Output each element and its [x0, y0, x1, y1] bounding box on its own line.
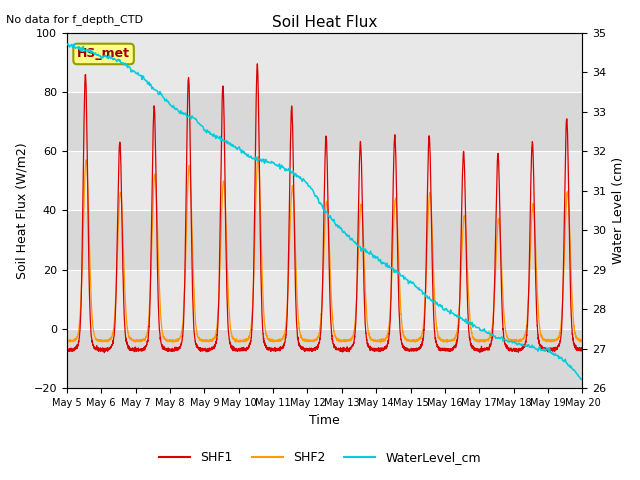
Legend: SHF1, SHF2, WaterLevel_cm: SHF1, SHF2, WaterLevel_cm	[154, 446, 486, 469]
Y-axis label: Soil Heat Flux (W/m2): Soil Heat Flux (W/m2)	[15, 142, 28, 279]
X-axis label: Time: Time	[309, 414, 340, 427]
Text: HS_met: HS_met	[77, 48, 130, 60]
Bar	[67, 33, 582, 92]
Bar	[67, 92, 582, 151]
Bar	[67, 270, 582, 329]
Bar	[67, 329, 582, 388]
Bar	[67, 151, 582, 210]
Bar	[67, 210, 582, 270]
Text: No data for f_depth_CTD: No data for f_depth_CTD	[6, 14, 143, 25]
Y-axis label: Water Level (cm): Water Level (cm)	[612, 157, 625, 264]
Title: Soil Heat Flux: Soil Heat Flux	[272, 15, 378, 30]
